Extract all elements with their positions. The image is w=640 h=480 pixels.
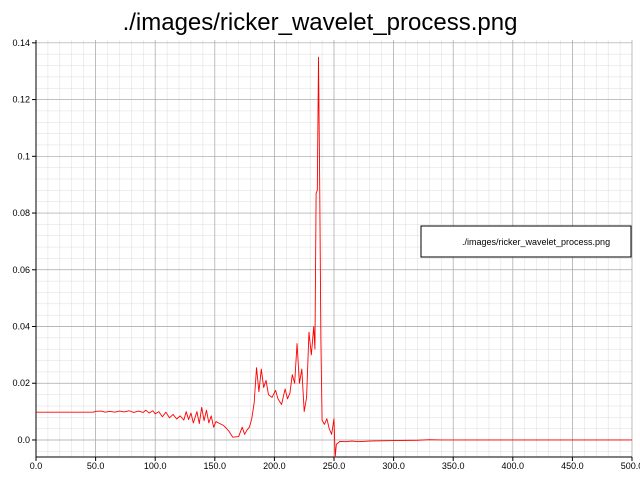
series-line [36, 56, 632, 458]
x-tick-label: 0.0 [30, 461, 43, 471]
y-tick-label: 0.1 [17, 151, 30, 161]
x-tick-label: 400.0 [502, 461, 525, 471]
x-tick-label: 50.0 [87, 461, 105, 471]
x-tick-label: 450.0 [561, 461, 584, 471]
x-tick-label: 150.0 [204, 461, 227, 471]
y-tick-label: 0.04 [12, 322, 30, 332]
y-tick-label: 0.06 [12, 265, 30, 275]
y-tick-label: 0.02 [12, 378, 30, 388]
y-tick-label: 0.08 [12, 208, 30, 218]
y-tick-label: 0.12 [12, 95, 30, 105]
axes [32, 40, 633, 461]
x-tick-label: 500.0 [621, 461, 640, 471]
y-tick-label: 0.14 [12, 38, 30, 48]
legend-label: ./images/ricker_wavelet_process.png [462, 237, 610, 247]
series-group [36, 56, 632, 458]
legend-box [420, 225, 632, 258]
legend: ./images/ricker_wavelet_process.png [420, 225, 632, 258]
x-tick-label: 300.0 [382, 461, 405, 471]
y-tick-label: 0.0 [17, 435, 30, 445]
x-tick-label: 350.0 [442, 461, 465, 471]
tick-labels: 0.0 50.0 100.0 150.0 200.0 250.0 300.0 350.0 400… [12, 38, 640, 471]
x-tick-label: 100.0 [144, 461, 167, 471]
chart-title: ./images/ricker_wavelet_process.png [123, 9, 518, 36]
x-tick-label: 250.0 [323, 461, 346, 471]
x-tick-label: 200.0 [263, 461, 286, 471]
